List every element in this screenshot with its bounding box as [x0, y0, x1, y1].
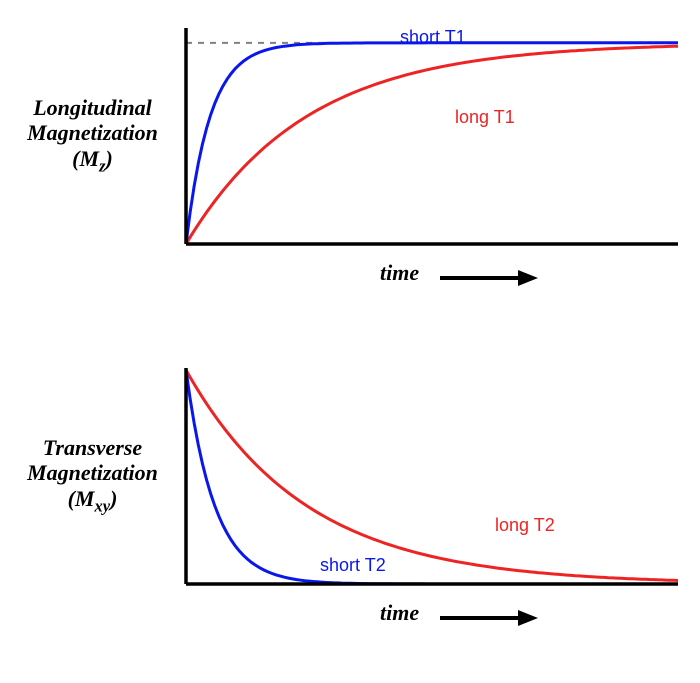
- bottom-long-label: long T2: [495, 515, 555, 536]
- bottom-xlabel: time: [380, 600, 419, 626]
- top-long-label: long T1: [455, 107, 515, 128]
- top-ylabel-line1: Longitudinal: [10, 95, 175, 120]
- bottom-ylabel-line2: Magnetization: [10, 460, 175, 485]
- top-short-curve: [186, 43, 678, 244]
- bottom-short-label: short T2: [320, 555, 386, 576]
- top-short-label: short T1: [400, 27, 466, 48]
- top-ylabel-sym: (Mz): [10, 146, 175, 176]
- bottom-ylabel-line1: Transverse: [10, 435, 175, 460]
- bottom-ylabel-sym: (Mxy): [10, 486, 175, 516]
- bottom-chart: [180, 365, 680, 590]
- top-xlabel: time: [380, 260, 419, 286]
- top-long-curve: [186, 46, 678, 244]
- bottom-long-curve: [186, 370, 678, 581]
- top-ylabel: Longitudinal Magnetization (Mz): [10, 95, 175, 176]
- bottom-short-curve: [186, 370, 678, 584]
- bottom-time-arrow: [440, 608, 540, 628]
- top-chart: [180, 25, 680, 250]
- top-ylabel-line2: Magnetization: [10, 120, 175, 145]
- top-time-arrow: [440, 268, 540, 288]
- bottom-ylabel: Transverse Magnetization (Mxy): [10, 435, 175, 516]
